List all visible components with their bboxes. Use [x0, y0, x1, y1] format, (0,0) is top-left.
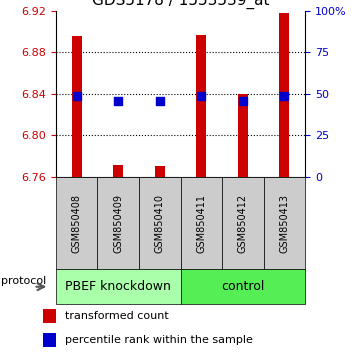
Text: GSM850412: GSM850412	[238, 193, 248, 253]
Bar	[180, 269, 305, 304]
Point	[157, 98, 162, 104]
Bar	[56, 269, 180, 304]
Point	[116, 98, 121, 104]
Text: GSM850411: GSM850411	[196, 194, 206, 252]
Title: GDS5178 / 1553539_at: GDS5178 / 1553539_at	[92, 0, 269, 9]
Text: control: control	[221, 280, 265, 293]
Point	[282, 93, 287, 99]
Text: GSM850408: GSM850408	[72, 194, 82, 252]
Text: GSM850409: GSM850409	[113, 194, 123, 252]
Bar	[264, 177, 305, 269]
Text: GSM850410: GSM850410	[155, 194, 165, 252]
Bar	[71, 36, 82, 177]
Text: GSM850413: GSM850413	[279, 194, 289, 252]
Bar	[113, 165, 123, 177]
Bar	[97, 177, 139, 269]
Bar	[43, 333, 56, 347]
Bar	[56, 177, 97, 269]
Text: PBEF knockdown: PBEF knockdown	[65, 280, 171, 293]
Point	[199, 93, 204, 99]
Text: transformed count: transformed count	[65, 311, 168, 321]
Bar	[155, 166, 165, 177]
Point	[74, 93, 80, 99]
Bar	[43, 309, 56, 323]
Text: percentile rank within the sample: percentile rank within the sample	[65, 335, 252, 345]
Bar	[180, 177, 222, 269]
Bar	[279, 13, 290, 177]
Bar	[238, 94, 248, 177]
Bar	[222, 177, 264, 269]
Bar	[139, 177, 180, 269]
Text: protocol: protocol	[1, 276, 46, 286]
Bar	[196, 35, 206, 177]
Point	[240, 98, 245, 104]
